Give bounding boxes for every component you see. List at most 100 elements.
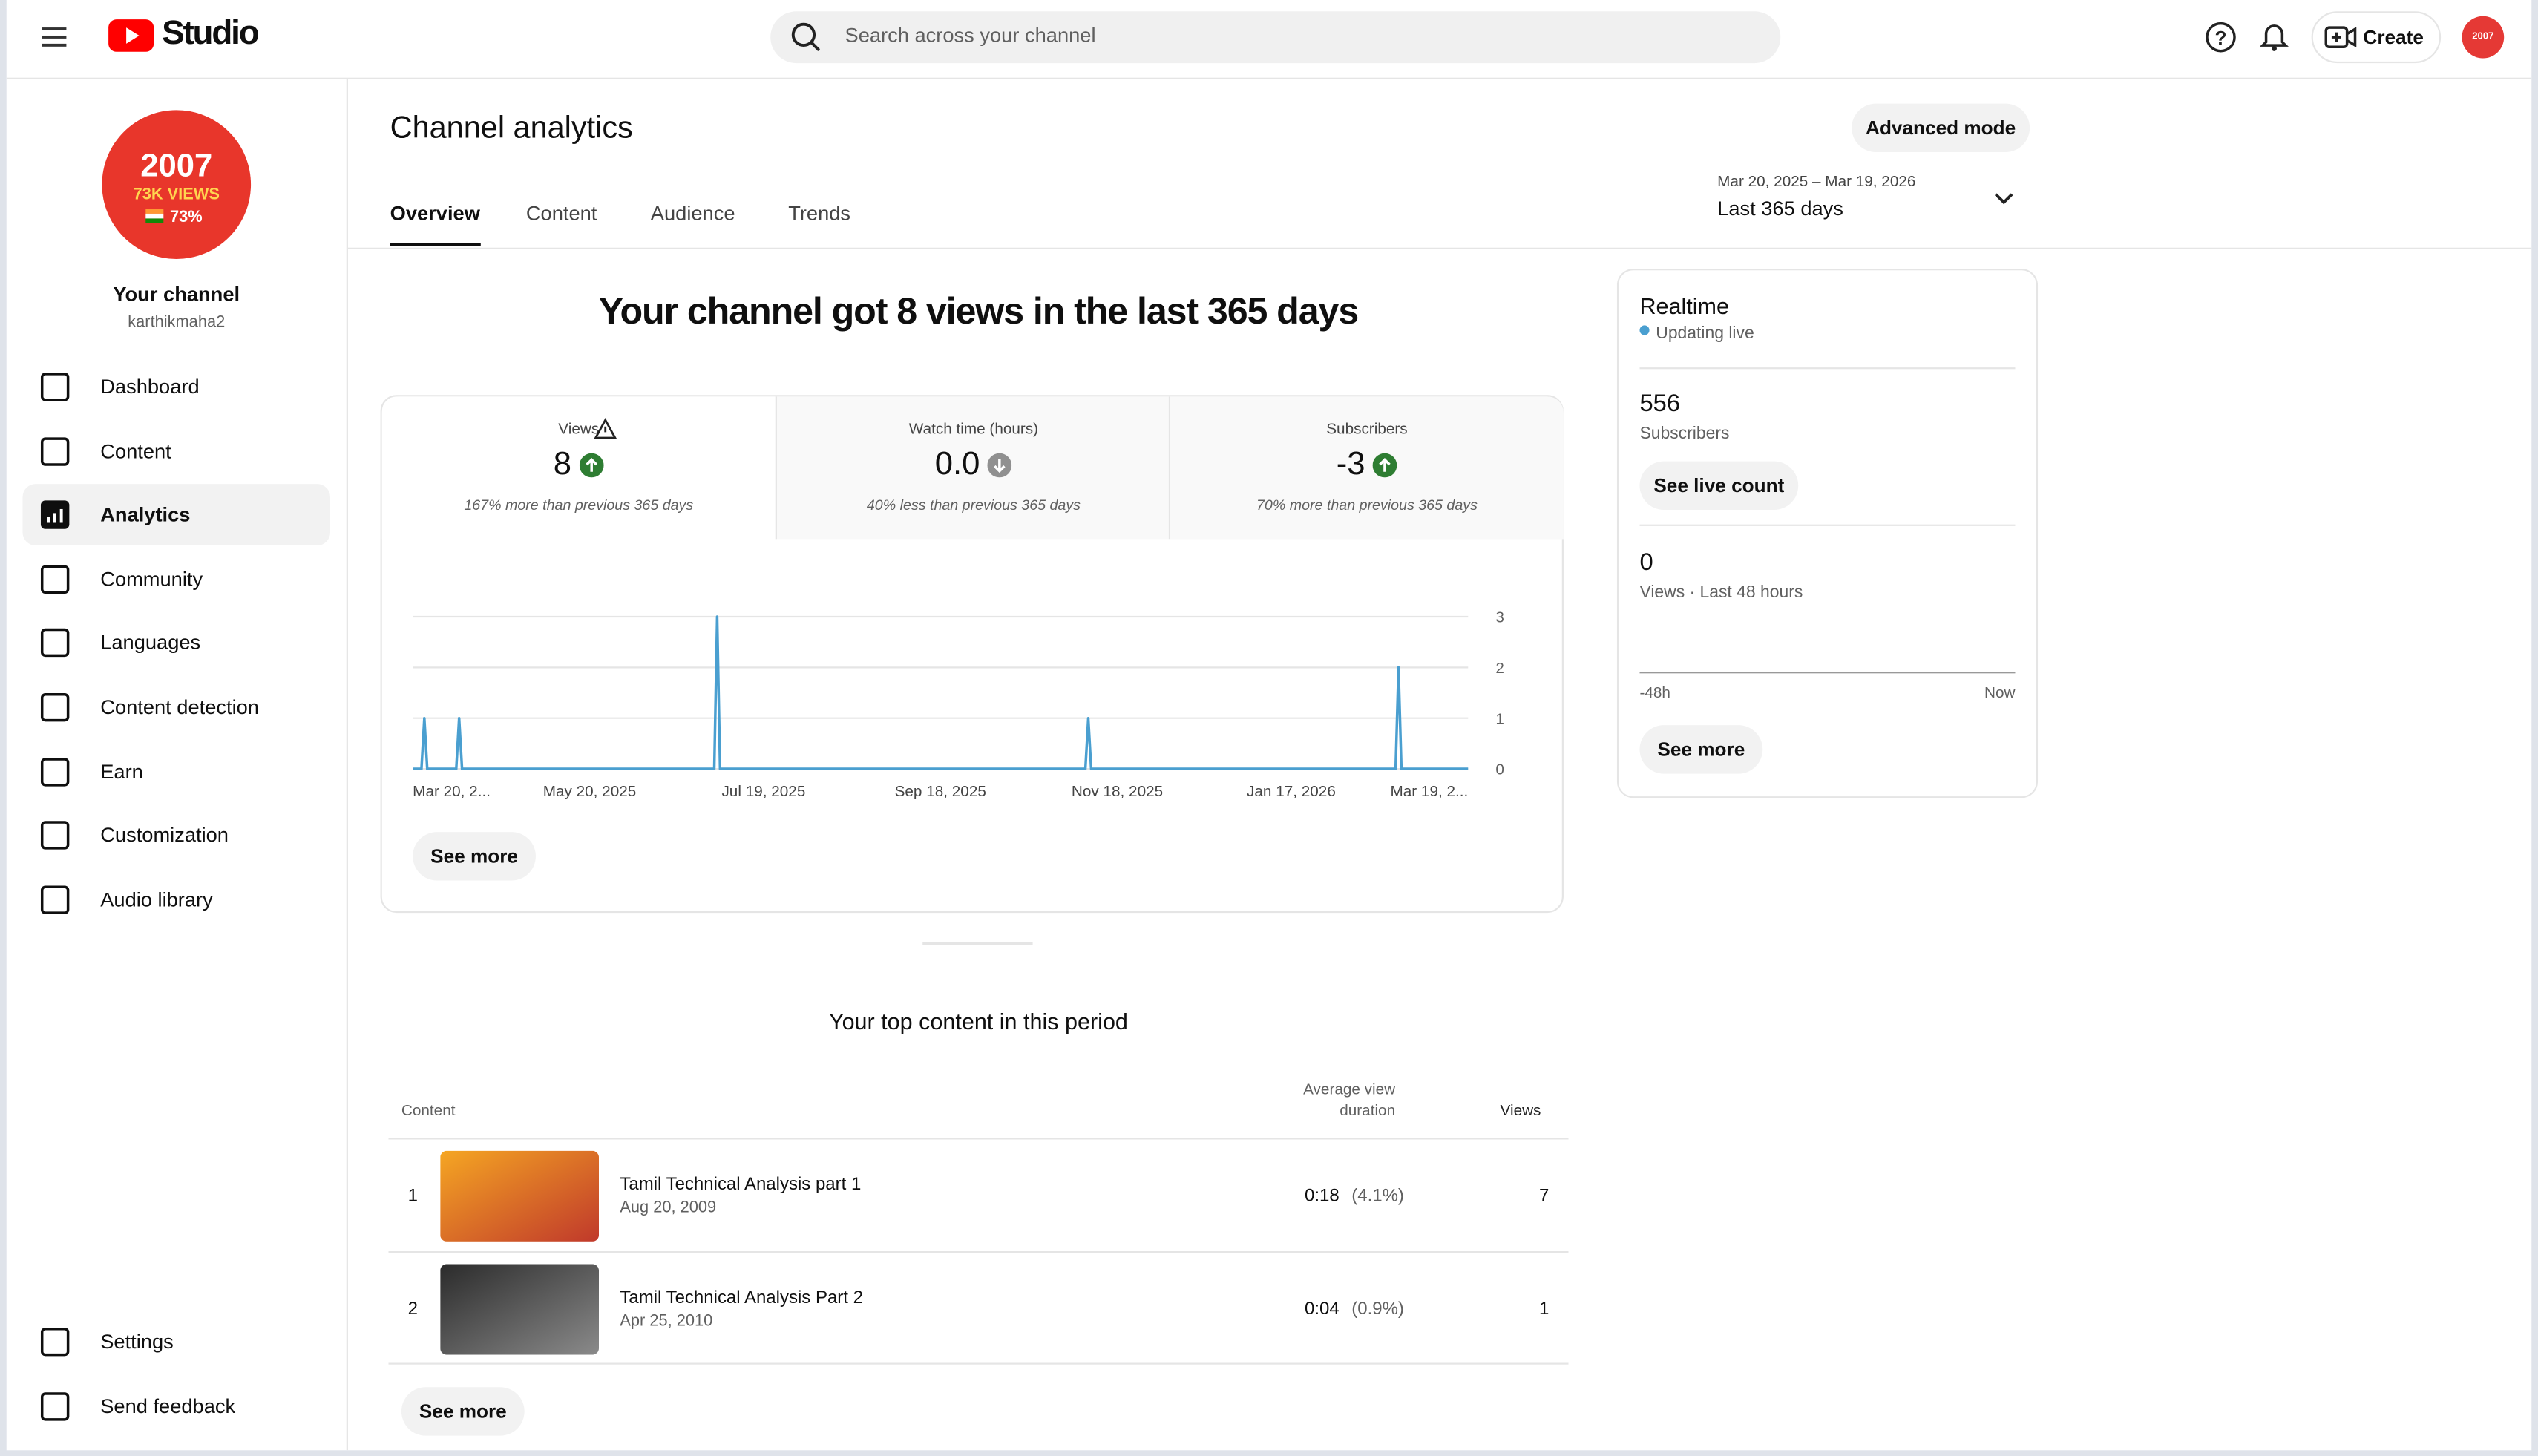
realtime-title: Realtime [1639, 292, 1729, 319]
x-tick-label: Nov 18, 2025 [1072, 783, 1163, 800]
create-button[interactable]: Create [2311, 11, 2442, 64]
video-date: Aug 20, 2009 [620, 1199, 717, 1218]
realtime-views: 0 [1639, 548, 1653, 577]
metric-note: 167% more than previous 365 days [464, 496, 694, 514]
tab[interactable]: Overview [390, 203, 480, 246]
trend-icon [988, 453, 1013, 478]
nav-item[interactable]: Send feedback [23, 1375, 330, 1437]
icon-bar [53, 513, 56, 523]
views-chart: 0 1 2 3 Mar 20, 2... May 20, 2025 Jul 19, 2025… [413, 609, 1504, 800]
trend-icon [579, 453, 604, 478]
top-content-title: Your top content in this period [829, 1008, 1128, 1034]
divider [1639, 524, 2016, 526]
avatar-line3: 73% [170, 207, 203, 226]
period-dropdown[interactable] [1991, 186, 2017, 212]
avatar-line1: 2007 [140, 148, 212, 184]
nav-item[interactable]: Dashboard [23, 356, 330, 418]
x-tick-label: Mar 19, 2... [1390, 783, 1468, 800]
divider-handle [922, 942, 1033, 945]
see-live-count-button[interactable]: See live count [1639, 461, 1799, 511]
metric-tile[interactable]: Watch time (hours) 0.0 40% less than previ… [775, 396, 1170, 540]
column-header: Views [1500, 1102, 1541, 1121]
nav-label: Settings [100, 1330, 174, 1354]
warning-shape [594, 418, 617, 439]
realtime-views-label: Views · Last 48 hours [1639, 583, 1803, 603]
icon-shape [40, 757, 70, 786]
top-content-see-more[interactable]: See more [401, 1387, 525, 1436]
help-button[interactable]: ? [2203, 19, 2239, 55]
app-frame: Studio Search across your channel ? Crea… [6, 0, 2532, 1450]
trend-icon [1373, 453, 1398, 478]
views-line [413, 615, 1469, 770]
nav-item[interactable]: Content [23, 420, 330, 482]
nav-item[interactable]: Earn [23, 741, 330, 802]
icon-shape [40, 885, 70, 914]
search-box[interactable]: Search across your channel [770, 11, 1781, 64]
subscriber-count: 556 [1639, 390, 1681, 418]
create-label: Create [2363, 25, 2424, 49]
nav-icon [40, 629, 70, 658]
realtime-axis-end: Now [1984, 684, 2016, 703]
tab[interactable]: Trends [788, 202, 851, 226]
y-tick-label: 0 [1495, 761, 1504, 778]
channel-avatar[interactable]: 2007 73K VIEWS 73% [100, 108, 252, 260]
x-tick-label: May 20, 2025 [543, 783, 637, 800]
tab-underline [390, 243, 480, 246]
realtime-status: Updating live [1656, 324, 1754, 344]
menu-button[interactable] [39, 23, 71, 52]
tab-divider [347, 247, 2532, 249]
nav-item[interactable]: Customization [23, 804, 330, 866]
realtime-see-more[interactable]: See more [1639, 725, 1763, 774]
video-title: Tamil Technical Analysis Part 2 [620, 1288, 863, 1308]
trend-arrow [1380, 457, 1391, 472]
divider [388, 1362, 1569, 1365]
youtube-logo[interactable] [107, 18, 155, 53]
divider [1639, 367, 2016, 370]
advanced-mode-button[interactable]: Advanced mode [1852, 103, 2030, 153]
nav-icon [40, 373, 70, 401]
avg-duration: 0:04 [1304, 1299, 1340, 1319]
nav-item[interactable]: Languages [23, 612, 330, 674]
thumbnail [440, 1150, 600, 1242]
thumb-image [440, 1264, 600, 1355]
column-header: Average view duration [1303, 1080, 1396, 1121]
icon-shape [40, 692, 70, 722]
metric-label: Subscribers [1326, 421, 1408, 439]
metric-note: 70% more than previous 365 days [1256, 496, 1478, 514]
live-dot [1639, 325, 1650, 335]
realtime-card: Realtime Updating live 556 Subscribers S… [1616, 269, 2039, 798]
metric-label: Views [558, 421, 600, 439]
tab[interactable]: Content [525, 202, 597, 226]
nav-icon [40, 1327, 70, 1357]
account-avatar[interactable]: 2007 [2460, 15, 2505, 60]
avg-percent: (0.9%) [1351, 1299, 1404, 1319]
thumb-image [440, 1150, 600, 1242]
nav-item[interactable]: Analytics [22, 484, 330, 546]
icon-shape [40, 629, 70, 658]
table-row[interactable]: 2 Tamil Technical Analysis Part 2 Apr 25, … [388, 1251, 1569, 1366]
metric-tile[interactable]: Views 8 167% more than previous 365 days [381, 396, 776, 540]
top-bar: Studio Search across your channel ? Crea… [6, 0, 2532, 79]
chart-see-more[interactable]: See more [413, 832, 536, 881]
x-tick-label: Jul 19, 2025 [721, 783, 805, 800]
trend-arrow [586, 457, 598, 472]
metric-tile[interactable]: Subscribers -3 70% more than previous 365 … [1168, 396, 1564, 540]
realtime-baseline [1639, 672, 2016, 674]
icon-shape [40, 565, 70, 594]
table-row[interactable]: 1 Tamil Technical Analysis part 1 Aug 20, … [388, 1138, 1569, 1253]
nav-icon [40, 565, 70, 594]
x-tick-label: Mar 20, 2... [413, 783, 491, 800]
date-range: Mar 20, 2025 – Mar 19, 2026 [1717, 173, 1916, 191]
nav-item[interactable]: Settings [23, 1311, 330, 1373]
nav-item[interactable]: Content detection [23, 677, 330, 738]
page-title: Channel analytics [390, 111, 633, 146]
tab[interactable]: Audience [650, 202, 735, 226]
metric-value: 8 [553, 446, 572, 482]
icon-shape [40, 1327, 70, 1357]
nav-item[interactable]: Audio library [23, 869, 330, 931]
nav-icon [40, 821, 70, 850]
nav-item[interactable]: Community [23, 548, 330, 610]
notifications-button[interactable] [2256, 18, 2292, 53]
trend-arrow [994, 459, 1006, 473]
